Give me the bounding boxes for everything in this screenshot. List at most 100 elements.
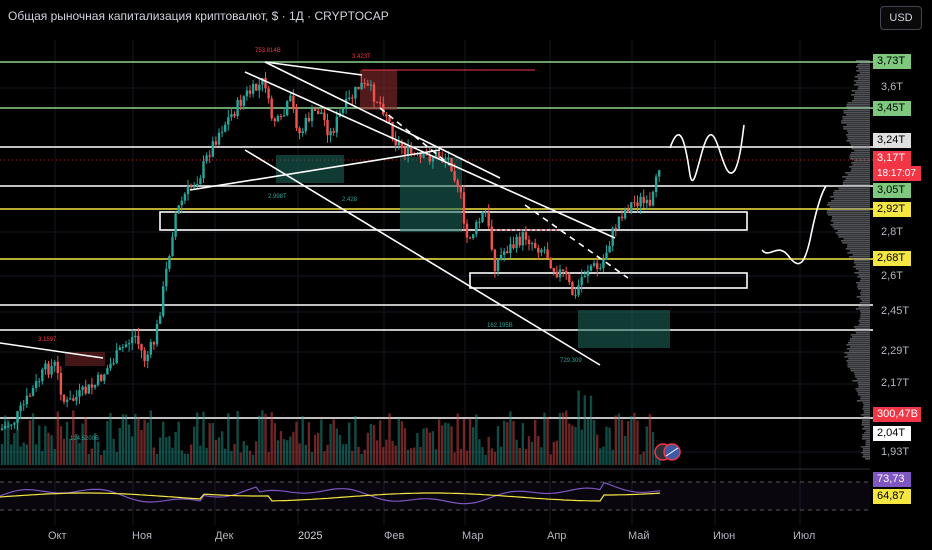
- trend-line-top-channel: [264, 61, 501, 179]
- volume-bar: [25, 444, 28, 465]
- currency-button[interactable]: USD: [880, 6, 922, 30]
- candle: [180, 200, 183, 206]
- volume-bar: [289, 436, 292, 465]
- volume-bar: [50, 435, 53, 465]
- candle: [341, 108, 345, 114]
- candle: [630, 202, 633, 213]
- volume-bar: [382, 447, 385, 465]
- volume-profile-bar: [860, 278, 870, 280]
- volume-bar: [124, 414, 128, 465]
- volume-profile-bar: [850, 144, 870, 146]
- candle: [75, 396, 78, 401]
- volume-profile-bar: [862, 434, 870, 436]
- volume-profile-bar: [847, 138, 870, 140]
- rsi-ma-tag: 64,87: [873, 489, 911, 504]
- volume-bar: [171, 447, 174, 465]
- candle: [431, 157, 435, 162]
- volume-bar: [217, 437, 221, 465]
- volume-profile-bar: [852, 254, 870, 256]
- candle: [276, 116, 280, 122]
- volume-bar: [323, 451, 326, 465]
- candle: [478, 221, 481, 223]
- volume-profile-bar: [846, 344, 870, 346]
- volume-bar: [456, 413, 459, 465]
- volume-bar: [431, 431, 435, 465]
- volume-bar: [233, 444, 236, 465]
- candle: [633, 202, 636, 204]
- volume-bar: [617, 413, 621, 465]
- last-price-tag: 3,17T: [873, 151, 911, 166]
- volume-profile-bar: [850, 346, 870, 348]
- candle: [84, 386, 87, 394]
- level-tag-268: 2,68T: [873, 251, 911, 266]
- volume-bar: [295, 421, 298, 465]
- volume-profile-bar: [859, 280, 870, 282]
- candle: [589, 265, 593, 271]
- volume-bar: [214, 439, 218, 465]
- candle: [357, 86, 360, 90]
- candle: [7, 425, 10, 427]
- event-icons[interactable]: [654, 443, 681, 461]
- volume-bar: [307, 422, 311, 465]
- candle: [47, 363, 50, 375]
- volume-bar: [537, 436, 540, 465]
- level-tag-305: 3,05T: [873, 183, 911, 198]
- volume-profile-bar: [850, 370, 870, 372]
- volume-bar: [162, 421, 165, 465]
- candle: [565, 270, 568, 275]
- volume-profile-bar: [854, 272, 870, 274]
- volume-bar: [583, 395, 586, 465]
- x-tick: Апр: [547, 530, 567, 542]
- candle: [124, 344, 128, 347]
- candle: [543, 249, 546, 251]
- volume-profile-bar: [862, 418, 870, 420]
- x-tick: Июл: [793, 530, 816, 542]
- volume-profile-bar: [830, 220, 870, 222]
- volume-profile-bar: [826, 212, 870, 214]
- volume-profile-bar: [842, 242, 870, 244]
- volume-bar: [245, 445, 249, 465]
- countdown-tag: 18:17:07: [873, 166, 921, 181]
- volume-bar: [270, 412, 273, 465]
- candle: [205, 155, 208, 162]
- volume-profile-bar: [847, 246, 870, 248]
- projection-paths: [669, 124, 827, 265]
- candle: [326, 120, 329, 136]
- x-tick: Дек: [215, 530, 234, 542]
- x-tick: Май: [628, 530, 650, 542]
- annotation-label: 753.814B: [255, 48, 281, 54]
- zone-green-1: [276, 155, 344, 183]
- volume-bar: [363, 449, 366, 465]
- volume-bar: [633, 412, 636, 465]
- candle: [41, 369, 44, 382]
- volume-profile-bar: [847, 342, 870, 344]
- rsi-ma-line: [0, 492, 661, 502]
- candle: [484, 211, 487, 213]
- volume-bar: [459, 448, 462, 465]
- candle: [298, 128, 301, 134]
- trend-line-lower: [244, 149, 601, 366]
- trend-line-resistance: [264, 61, 363, 76]
- volume-bar: [211, 423, 214, 465]
- volume-profile-bar: [856, 66, 870, 68]
- volume-bar: [462, 418, 466, 465]
- volume-profile-bar: [863, 426, 870, 428]
- candle: [112, 363, 115, 365]
- volume-bar: [524, 448, 528, 465]
- volume-profile-bar: [855, 60, 870, 62]
- candle: [317, 111, 320, 115]
- candle: [320, 112, 323, 115]
- volume-bar: [441, 425, 444, 465]
- volume-bar: [366, 432, 369, 465]
- volume-bar: [183, 453, 187, 465]
- volume-bar: [397, 418, 400, 465]
- volume-bar: [3, 415, 7, 465]
- volume-profile-bar: [849, 158, 870, 160]
- candle: [134, 335, 137, 338]
- volume-profile-bar: [832, 226, 870, 228]
- volume-profile-bar: [849, 256, 870, 258]
- volume-bar: [28, 420, 32, 465]
- candle: [499, 254, 503, 260]
- volume-profile-bar: [860, 316, 870, 318]
